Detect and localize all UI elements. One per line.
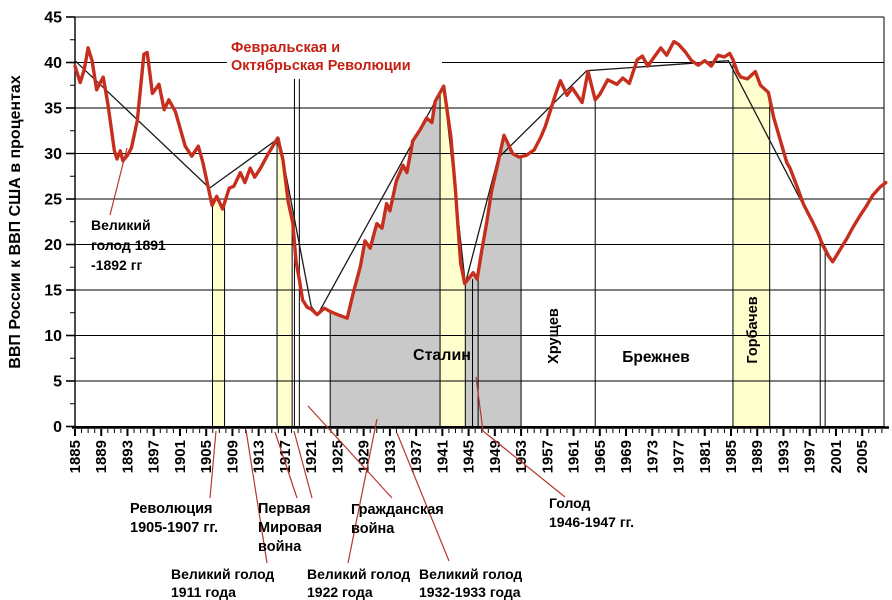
famine-1932-label: Великий голод 1932-1933 года	[419, 566, 522, 600]
era-labels: Сталин Хрущев Брежнев Горбачев	[413, 296, 761, 366]
x-tick-label: 1989	[749, 440, 766, 473]
x-tick-label: 1961	[566, 440, 583, 473]
x-tick-label: 1885	[67, 440, 84, 473]
x-tick-label: 1965	[592, 440, 609, 473]
x-tick-label: 1957	[539, 440, 556, 473]
x-tick-label: 2005	[854, 440, 871, 473]
wwi-label: Первая Мировая война	[258, 501, 322, 555]
era-label-брежнев: Брежнев	[622, 349, 690, 366]
gridlines	[75, 16, 884, 428]
era-band	[330, 86, 522, 428]
y-axis-title: ВВП России к ВВП США в процентах	[7, 75, 24, 369]
y-axis: 0 5 10 15 20 25 30 35 40 45 ВВП России к ВВП США в…	[7, 10, 75, 436]
y-tick-label: 15	[44, 283, 62, 300]
famine-1891-leader	[109, 147, 128, 216]
x-tick-label: 1985	[723, 440, 740, 473]
caption-backdrop	[227, 36, 442, 78]
x-tick-label: 1925	[329, 440, 346, 473]
famine-1911-label-line: 1911 года	[171, 584, 236, 600]
x-tick-label: 1949	[487, 440, 504, 473]
wwi-label-line: война	[258, 539, 302, 555]
x-tick-label: 1941	[434, 440, 451, 473]
famine-1922-label-line: Великий голод	[307, 566, 410, 582]
famine-1946-label-line: Голод	[549, 495, 591, 511]
x-tick-label: 1929	[356, 440, 373, 473]
revolutions-1917-label: Февральская и Октябрьская Революции	[231, 40, 411, 74]
y-tick-label: 25	[44, 192, 62, 209]
x-tick-label: 1969	[618, 440, 635, 473]
wwi-label-line: Первая	[258, 501, 311, 517]
x-tick-label: 1973	[644, 440, 661, 473]
y-tick-label: 35	[44, 101, 62, 118]
gdp-ratio-series	[73, 39, 888, 320]
wwi-leader-2	[293, 430, 313, 499]
era-band	[733, 59, 770, 428]
revolution-1905-label-line: Революция	[130, 501, 212, 517]
era-label-хрущев: Хрущев	[546, 308, 562, 364]
x-tick-label: 1977	[671, 440, 688, 473]
y-tick-label: 5	[53, 374, 62, 391]
x-tick-label: 1981	[697, 440, 714, 473]
famine-1891-label-line: -1892 гг	[91, 257, 143, 273]
x-tick-label: 1917	[277, 440, 294, 473]
y-tick-label: 45	[44, 10, 62, 27]
y-tick-label: 10	[44, 328, 62, 345]
famine-1911-leader	[245, 429, 268, 564]
x-tick-label: 1945	[461, 440, 478, 473]
revolution-1905-label: Революция 1905-1907 гг.	[130, 501, 218, 536]
wwi-leader-1	[274, 431, 298, 499]
famine-1922-label-line: 1922 года	[307, 584, 373, 600]
era-band	[277, 138, 293, 428]
x-tick-label: 1909	[224, 440, 241, 473]
famine-1946-leader	[475, 376, 566, 498]
civil-war-label-line: Гражданская	[351, 502, 444, 518]
famine-1911-label-line: Великий голод	[171, 566, 274, 582]
y-tick-label: 0	[53, 419, 62, 436]
x-tick-label: 1937	[408, 440, 425, 473]
revolution-1905-label-line: 1905-1907 гг.	[130, 520, 218, 536]
era-band	[440, 86, 466, 428]
revolutions-1917-label-line: Октябрьская Революции	[231, 58, 411, 74]
y-tick-label: 30	[44, 146, 62, 163]
x-tick-label: 1913	[251, 440, 268, 473]
y-tick-label: 20	[44, 237, 62, 254]
famine-1932-label-line: Великий голод	[419, 566, 522, 582]
x-tick-label: 1905	[198, 440, 215, 473]
x-tick-label: 1889	[93, 440, 110, 473]
x-tick-label: 2001	[828, 440, 845, 473]
x-tick-label: 1997	[802, 440, 819, 473]
era-label-горбачев: Горбачев	[745, 296, 761, 363]
x-tick-label: 1897	[146, 440, 163, 473]
annotation-labels: Февральская и Октябрьская Революции Велики…	[91, 40, 634, 600]
x-tick-label: 1933	[382, 440, 399, 473]
y-tick-label: 40	[44, 55, 62, 72]
x-tick-label: 1921	[303, 440, 320, 473]
event-marker-lines	[293, 78, 826, 428]
x-axis: 1885 1889 1893 1897 1901 1905 1909 1913 1917 1921…	[67, 426, 889, 473]
wwi-label-line: Мировая	[258, 520, 322, 536]
famine-1922-label: Великий голод 1922 года	[307, 566, 410, 600]
famine-1911-label: Великий голод 1911 года	[171, 566, 274, 600]
revolution-1905-leader	[209, 430, 217, 499]
era-band	[212, 196, 225, 428]
famine-1932-label-line: 1932-1933 года	[419, 584, 521, 600]
civil-war-label: Гражданская война	[351, 502, 444, 537]
famine-1891-label-line: Великий	[91, 217, 151, 233]
annotation-leaders	[109, 147, 566, 564]
civil-war-label-line: война	[351, 521, 395, 537]
famine-1922-leader	[347, 418, 378, 564]
era-label-сталин: Сталин	[413, 347, 471, 364]
revolutions-1917-label-line: Февральская и	[231, 40, 340, 56]
famine-1891-label: Великий голод 1891 -1892 гг	[91, 217, 166, 273]
famine-1891-label-line: голод 1891	[91, 237, 166, 253]
x-tick-label: 1901	[172, 440, 189, 473]
x-tick-label: 1893	[120, 440, 137, 473]
famine-1946-label: Голод 1946-1947 гг.	[549, 495, 634, 530]
famine-1946-label-line: 1946-1947 гг.	[549, 514, 634, 530]
civil-war-leader	[307, 405, 393, 499]
x-tick-label: 1993	[776, 440, 793, 473]
famine-1932-leader	[396, 432, 450, 562]
